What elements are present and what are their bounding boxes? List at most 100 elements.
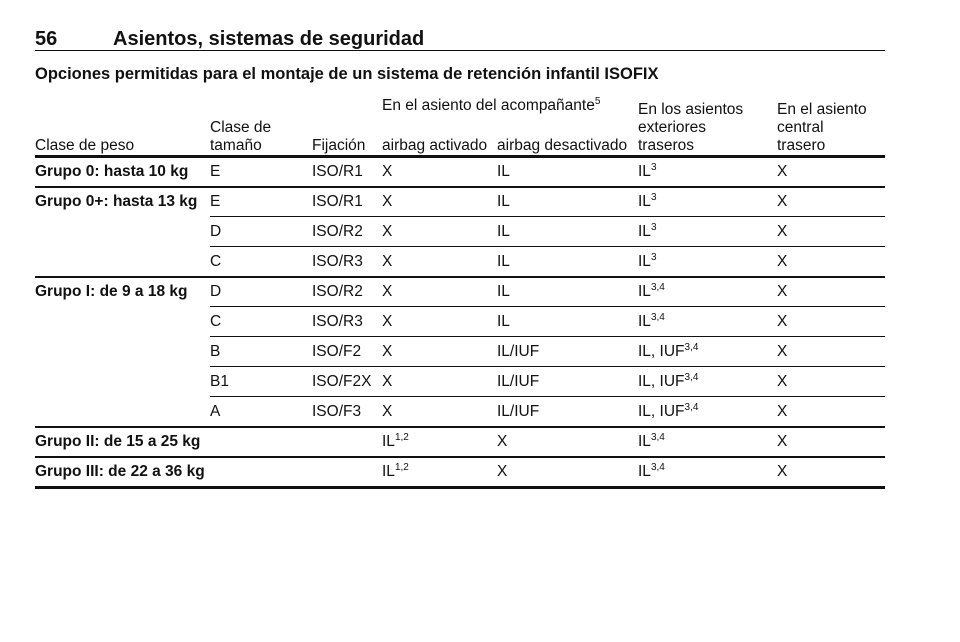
cell: X	[497, 463, 508, 480]
cell: X	[777, 223, 788, 240]
cell: ISO/R2	[312, 283, 363, 300]
cell: X	[382, 313, 393, 330]
span-header: En el asiento del acompañante5	[382, 97, 600, 115]
cell: X	[777, 463, 788, 480]
cell: X	[777, 343, 788, 360]
cell: IL3,4	[638, 283, 665, 301]
section-title: Opciones permitidas para el montaje de u…	[35, 65, 659, 83]
cell: ISO/R1	[312, 193, 363, 210]
cell: C	[210, 253, 222, 270]
cell: IL, IUF3,4	[638, 403, 698, 421]
cell: IL/IUF	[497, 403, 540, 420]
cell: IL	[497, 193, 510, 210]
cell-text: IL, IUF	[638, 373, 685, 390]
footnote-ref: 5	[594, 96, 601, 107]
group-label: Grupo I: de 9 a 18 kg	[35, 283, 188, 300]
cell: IL/IUF	[497, 373, 540, 390]
row-rule	[210, 246, 885, 247]
cell: IL3,4	[638, 463, 665, 481]
cell: X	[382, 193, 393, 210]
cell: A	[210, 403, 221, 420]
cell: X	[382, 283, 393, 300]
page-title: Asientos, sistemas de seguridad	[113, 28, 425, 50]
cell: IL3	[638, 193, 657, 211]
cell: B1	[210, 373, 229, 390]
footnote-ref: 3,4	[650, 312, 665, 323]
cell: IL	[497, 223, 510, 240]
cell: X	[382, 253, 393, 270]
cell: IL3,4	[638, 433, 665, 451]
row-rule	[210, 396, 885, 397]
page-number: 56	[35, 28, 58, 50]
cell-text: IL	[638, 163, 651, 180]
cell-text: IL, IUF	[638, 403, 685, 420]
cell: IL, IUF3,4	[638, 343, 698, 361]
cell: ISO/F2X	[312, 373, 372, 390]
cell: E	[210, 163, 221, 180]
footnote-ref: 3,4	[684, 402, 699, 413]
footnote-ref: 3,4	[684, 342, 699, 353]
group-label: Grupo 0: hasta 10 kg	[35, 163, 189, 180]
cell: ISO/F3	[312, 403, 362, 420]
cell: X	[382, 373, 393, 390]
footnote-ref: 1,2	[394, 462, 409, 473]
group-label: Grupo III: de 22 a 36 kg	[35, 463, 205, 480]
cell-text: IL	[638, 463, 651, 480]
cell: D	[210, 223, 222, 240]
column-header: airbag desactivado	[497, 137, 628, 154]
cell: IL/IUF	[497, 343, 540, 360]
column-header: tamaño	[210, 137, 262, 154]
row-rule	[210, 216, 885, 217]
cell-text: IL	[638, 433, 651, 450]
column-header: Clase de	[210, 119, 272, 136]
cell-text: IL	[638, 193, 651, 210]
cell: IL	[497, 313, 510, 330]
column-header: traseros	[638, 137, 694, 154]
cell: X	[777, 433, 788, 450]
row-rule	[35, 155, 885, 158]
cell: ISO/R2	[312, 223, 363, 240]
cell: X	[777, 403, 788, 420]
footnote-ref: 3	[650, 252, 657, 263]
row-rule	[35, 426, 885, 428]
row-rule	[35, 276, 885, 278]
column-header: trasero	[777, 137, 826, 154]
column-header: Fijación	[312, 137, 366, 154]
group-label: Grupo 0+: hasta 13 kg	[35, 193, 198, 210]
cell: X	[382, 223, 393, 240]
cell-text: IL	[382, 463, 395, 480]
row-rule	[210, 366, 885, 367]
footnote-ref: 3	[650, 192, 657, 203]
cell: X	[382, 343, 393, 360]
cell: X	[777, 313, 788, 330]
cell: X	[382, 163, 393, 180]
cell: X	[777, 193, 788, 210]
cell-text: IL	[382, 433, 395, 450]
cell: IL3	[638, 253, 657, 271]
column-header: En los asientos	[638, 101, 744, 118]
cell: IL	[497, 283, 510, 300]
cell: IL, IUF3,4	[638, 373, 698, 391]
cell: ISO/F2	[312, 343, 362, 360]
cell: ISO/R3	[312, 313, 363, 330]
cell: IL	[497, 253, 510, 270]
cell: X	[777, 283, 788, 300]
group-label: Grupo II: de 15 a 25 kg	[35, 433, 201, 450]
cell-text: IL, IUF	[638, 343, 685, 360]
row-rule	[35, 186, 885, 188]
footnote-ref: 1,2	[394, 432, 409, 443]
cell: X	[777, 163, 788, 180]
cell: X	[777, 373, 788, 390]
cell: IL	[497, 163, 510, 180]
footnote-ref: 3,4	[684, 372, 699, 383]
cell: B	[210, 343, 221, 360]
cell: IL3	[638, 223, 657, 241]
footnote-ref: 3,4	[650, 282, 665, 293]
footnote-ref: 3	[650, 162, 657, 173]
row-rule	[210, 306, 885, 307]
cell-text: IL	[638, 313, 651, 330]
header-rule	[35, 50, 885, 51]
cell-text: IL	[638, 253, 651, 270]
footnote-ref: 3,4	[650, 462, 665, 473]
